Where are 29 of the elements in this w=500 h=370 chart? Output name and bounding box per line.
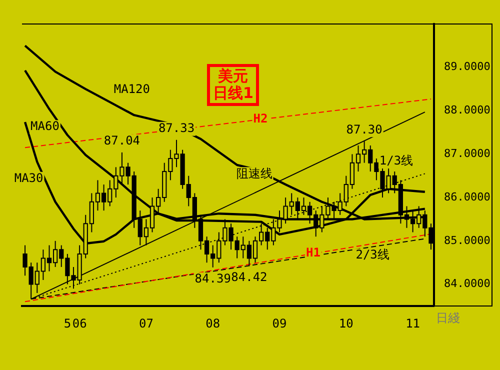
y-tick-label: 87.0000: [444, 147, 490, 160]
x-tick-label: 08: [206, 316, 220, 330]
y-tick-label: 85.0000: [444, 234, 490, 247]
x-tick-label: 5: [64, 316, 72, 330]
y-tick-label: 86.0000: [444, 190, 490, 204]
text: 日线1: [213, 84, 254, 102]
series-label: MA60: [30, 119, 60, 134]
x-tick-label: 09: [272, 316, 287, 330]
text: 美元: [217, 67, 250, 85]
series-label: H1: [306, 246, 320, 260]
series-label: 2/3线: [356, 248, 390, 262]
annotation: 84.39: [194, 272, 231, 286]
text: 日綫: [436, 310, 460, 327]
x-tick-label: 10: [338, 316, 354, 330]
x-tick-label: 06: [72, 316, 87, 330]
annotation: 87.04: [104, 134, 140, 148]
series-label: H2: [253, 112, 268, 126]
series-label: MA30: [14, 170, 44, 185]
annotation: 84.42: [231, 270, 268, 284]
series-label: MA120: [114, 82, 150, 96]
y-tick-label: 84.0000: [444, 277, 490, 290]
x-tick-label: 11: [406, 316, 420, 330]
y-tick-label: 88.0000: [444, 104, 490, 117]
annotation: 87.33: [158, 120, 195, 135]
series-label: 阻速线: [236, 166, 272, 180]
series-label: 1/3线: [379, 154, 414, 168]
x-tick-label: 07: [138, 316, 154, 330]
annotation: 87.30: [346, 122, 382, 136]
y-tick-label: 89.0000: [444, 60, 490, 74]
